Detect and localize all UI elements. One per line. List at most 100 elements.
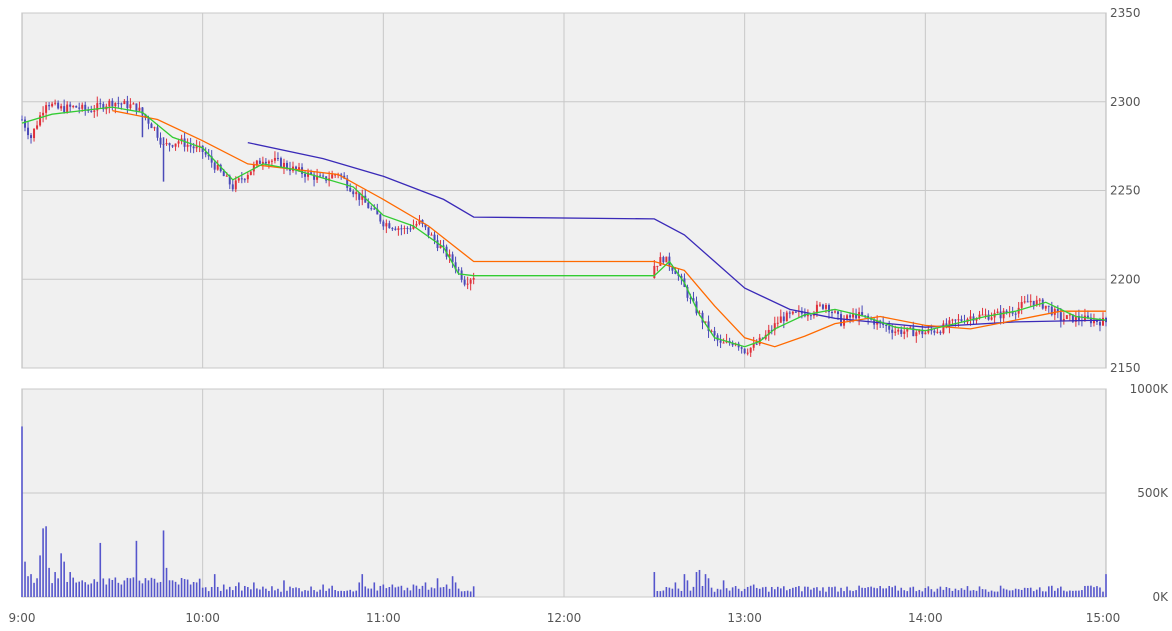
candle-body: [1101, 317, 1104, 326]
candle-body: [319, 175, 322, 177]
volume-bar: [915, 591, 918, 597]
candle-body: [108, 100, 111, 107]
volume-bar: [204, 587, 207, 597]
candle-body: [144, 114, 147, 118]
candle-body: [806, 315, 809, 317]
candle-body: [840, 314, 843, 326]
volume-bar: [361, 574, 364, 597]
candle-body: [433, 234, 436, 241]
volume-bar: [1090, 585, 1092, 597]
candle-body: [192, 146, 195, 149]
volume-bar: [876, 588, 878, 597]
candle-body: [722, 342, 725, 344]
volume-bar: [1102, 591, 1104, 597]
volume-bar: [424, 582, 427, 597]
candle-body: [168, 143, 171, 146]
candle-body: [1056, 309, 1059, 313]
volume-bar: [21, 426, 23, 597]
volume-bar: [1029, 587, 1032, 597]
volume-bar: [207, 591, 210, 597]
volume-bar: [978, 586, 981, 597]
candle-body: [385, 223, 388, 227]
volume-bar: [903, 590, 906, 597]
candle-body: [30, 135, 33, 139]
candle-body: [945, 323, 948, 327]
candle-body: [1020, 302, 1023, 308]
candle-body: [981, 314, 984, 316]
volume-bar: [1023, 587, 1026, 597]
candle-body: [999, 311, 1002, 319]
volume-bar: [219, 590, 222, 597]
volume-bar: [343, 591, 345, 597]
candle-body: [45, 105, 48, 113]
volume-bar: [677, 588, 680, 597]
volume-bar: [412, 584, 415, 597]
candle-body: [1029, 300, 1032, 303]
volume-bar: [668, 587, 671, 597]
candle-body: [270, 160, 273, 162]
volume-bar: [337, 591, 339, 597]
volume-bar: [192, 582, 195, 597]
candle-body: [749, 347, 752, 353]
volume-bar: [364, 586, 367, 597]
candle-body: [942, 323, 945, 334]
volume-bar: [198, 578, 201, 597]
candle-body: [307, 172, 310, 177]
volume-bar: [433, 588, 436, 597]
volume-bar: [379, 585, 382, 597]
volume-bar: [301, 591, 303, 597]
volume-bar: [231, 590, 234, 597]
candle-body: [689, 297, 692, 299]
volume-bar: [51, 583, 53, 597]
candle-body: [1041, 299, 1044, 309]
candle-body: [704, 321, 707, 323]
volume-bar: [36, 578, 38, 597]
volume-bar: [421, 585, 424, 597]
candle-body: [716, 335, 719, 341]
volume-bar: [801, 591, 803, 597]
candle-body: [951, 319, 954, 321]
volume-bar: [867, 587, 869, 597]
volume-bar: [262, 586, 264, 597]
candle-body: [388, 223, 391, 229]
candle-body: [909, 327, 912, 329]
volume-bar: [355, 590, 358, 597]
candle-body: [809, 315, 812, 317]
candle-body: [295, 166, 298, 170]
candle-body: [713, 330, 716, 336]
volume-bar: [259, 589, 261, 597]
candle-body: [285, 162, 288, 169]
volume-bar: [825, 591, 827, 597]
candle-body: [237, 178, 240, 181]
candle-body: [379, 214, 382, 222]
candle-body: [424, 223, 427, 228]
candle-body: [933, 330, 936, 333]
volume-bar: [909, 587, 912, 597]
time-tick-label: 11:00: [366, 611, 401, 625]
volume-bar: [885, 588, 887, 597]
volume-bar: [737, 588, 740, 597]
volume-bar: [27, 576, 29, 597]
candle-body: [228, 175, 231, 185]
volume-bar: [671, 588, 674, 597]
volume-bar: [436, 578, 439, 597]
candle-body: [740, 347, 743, 349]
volume-bar: [939, 586, 942, 597]
volume-bar: [900, 587, 903, 597]
volume-bar: [734, 586, 737, 597]
volume-bar: [1069, 590, 1071, 597]
volume-bar: [840, 587, 842, 597]
candle-body: [177, 141, 180, 144]
volume-bar: [373, 582, 376, 597]
volume-bar: [767, 591, 770, 597]
candle-body: [782, 316, 785, 322]
candle-body: [927, 329, 930, 333]
candle-body: [406, 228, 409, 230]
volume-bar: [96, 581, 99, 597]
volume-bar: [33, 582, 35, 597]
volume-bar: [864, 587, 866, 597]
volume-bar: [241, 590, 243, 597]
volume-bar: [912, 586, 915, 597]
volume-bar: [1057, 588, 1059, 597]
candle-body: [448, 254, 451, 257]
